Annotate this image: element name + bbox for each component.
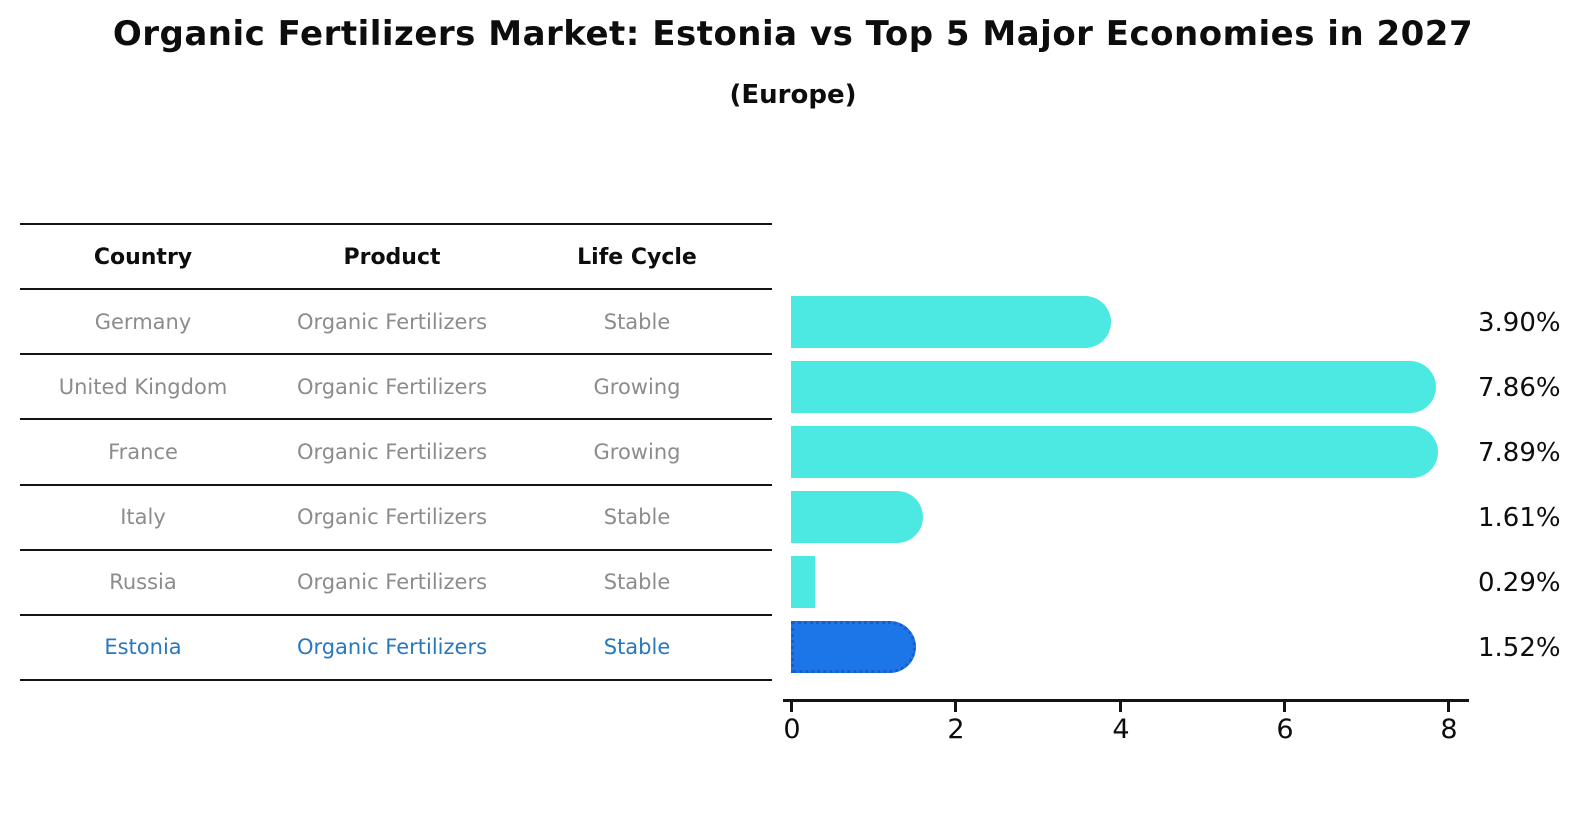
x-tick-label: 2 [947,714,965,745]
value-label: 3.90% [1478,308,1561,338]
table-cell-lifecycle: Growing [593,440,681,464]
table-header-lifecycle: Life Cycle [577,245,697,270]
table-cell-product: Organic Fertilizers [296,310,488,334]
table-cell-country: United Kingdom [58,375,228,399]
value-label: 0.29% [1478,568,1561,598]
x-tick-label: 6 [1276,714,1294,745]
table-rule [20,614,772,616]
table-cell-lifecycle: Stable [603,505,671,529]
x-tick [1283,700,1286,712]
table-cell-product: Organic Fertilizers [296,505,488,529]
table-rule [20,288,772,290]
table-header-product: Product [343,245,441,270]
x-axis-line [783,699,1469,702]
table-cell-product: Organic Fertilizers [296,635,488,659]
table-cell-lifecycle: Growing [593,375,681,399]
chart-title: Organic Fertilizers Market: Estonia vs T… [112,14,1474,54]
x-tick-label: 4 [1112,714,1130,745]
x-tick-label: 8 [1440,714,1458,745]
x-tick [790,700,793,712]
bar-france [791,426,1438,478]
table-cell-country: Estonia [104,635,182,659]
bar-germany [791,296,1111,348]
value-label: 7.89% [1478,438,1561,468]
table-rule [20,549,772,551]
table-rule [20,353,772,355]
table-cell-country: Russia [109,570,177,594]
x-tick [1447,700,1450,712]
table-cell-product: Organic Fertilizers [296,375,488,399]
bar-estonia [791,621,916,673]
table-cell-country: Italy [120,505,166,529]
bar-united-kingdom [791,361,1436,413]
table-cell-lifecycle: Stable [603,635,671,659]
table-rule [20,484,772,486]
x-tick-label: 0 [783,714,801,745]
table-rule [20,418,772,420]
table-cell-lifecycle: Stable [603,570,671,594]
value-label: 7.86% [1478,373,1561,403]
value-label: 1.52% [1478,633,1561,663]
bar-russia [791,556,815,608]
bar-italy [791,491,924,543]
table-cell-country: Germany [94,310,192,334]
table-rule [20,679,772,681]
x-tick [954,700,957,712]
table-cell-lifecycle: Stable [603,310,671,334]
table-cell-country: France [108,440,178,464]
chart-subtitle: (Europe) [729,80,857,110]
table-cell-product: Organic Fertilizers [296,440,488,464]
value-label: 1.61% [1478,503,1561,533]
table-cell-product: Organic Fertilizers [296,570,488,594]
table-rule [20,223,772,225]
x-tick [1119,700,1122,712]
table-header-country: Country [93,245,193,270]
